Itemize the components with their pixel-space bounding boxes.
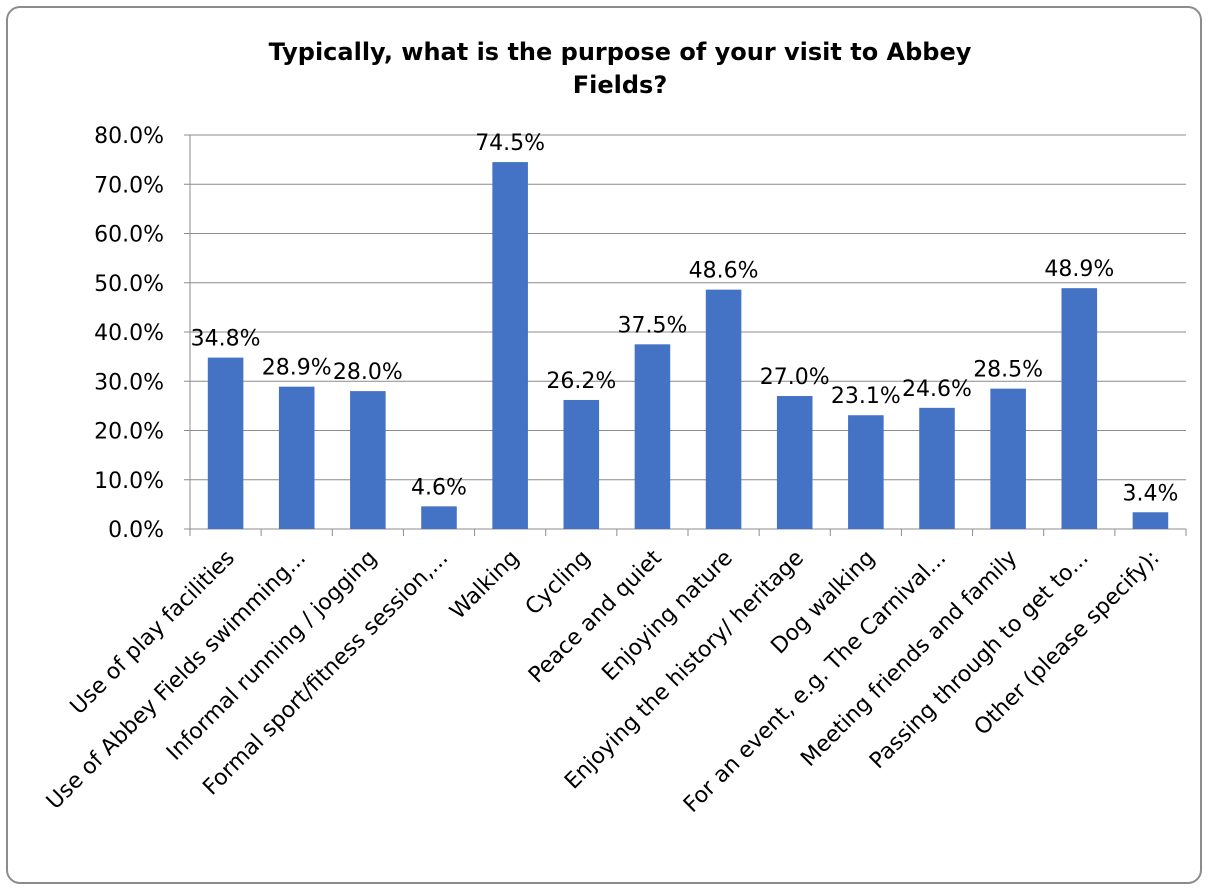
data-label: 28.9%	[262, 356, 332, 381]
gridlines	[190, 134, 1186, 481]
y-axis-tick-label: 80.0%	[94, 124, 164, 149]
bar	[634, 344, 671, 529]
y-axis-tick-label: 70.0%	[94, 173, 164, 198]
y-axis-tick-label: 20.0%	[94, 420, 164, 445]
y-axis-tick-labels: 0.0% 10.0% 20.0% 30.0% 40.0% 50.0% 60.0% 70.0% 8…	[94, 124, 164, 543]
data-label: 34.8%	[191, 327, 261, 352]
chart-title: Typically, what is the purpose of your v…	[269, 38, 972, 99]
y-axis-tick-label: 0.0%	[108, 518, 164, 543]
bar	[563, 399, 600, 529]
data-label: 24.6%	[902, 377, 972, 402]
data-label: 74.5%	[475, 131, 545, 156]
bar	[421, 506, 457, 529]
bar	[350, 391, 386, 529]
data-label: 28.5%	[973, 358, 1043, 383]
data-label: 48.6%	[689, 259, 759, 284]
bar	[848, 415, 884, 529]
bar	[1061, 288, 1098, 529]
bar	[207, 357, 244, 529]
data-label: 48.9%	[1044, 257, 1114, 282]
x-axis-category-label: Walking	[445, 546, 524, 625]
data-label: 28.0%	[333, 360, 403, 385]
data-labels: 34.8%28.9% 28.0% 4.6% 74.5% 26.2% 37.5% 48.6% 2…	[191, 131, 1179, 506]
bar	[1132, 512, 1169, 529]
x-axis-category-label: Peace and quiet	[524, 545, 667, 688]
x-axis-category-label: For an event, e.g. The Carnival...	[679, 546, 951, 818]
data-label: 23.1%	[831, 384, 901, 409]
bars	[207, 162, 1169, 529]
y-axis-tick-label: 30.0%	[94, 370, 164, 395]
data-label: 26.2%	[546, 369, 616, 394]
x-axis-category-label: Use of Abbey Fields swimming...	[42, 546, 311, 815]
data-label: 37.5%	[617, 313, 687, 338]
data-label: 27.0%	[760, 365, 830, 390]
y-axis-tick-label: 50.0%	[94, 272, 164, 297]
y-axis-tick-label: 40.0%	[94, 321, 164, 346]
data-label: 4.6%	[411, 475, 467, 500]
bar	[776, 396, 813, 529]
bar	[278, 386, 315, 529]
data-label: 3.4%	[1122, 481, 1178, 506]
bar	[492, 162, 528, 529]
y-axis-tick-label: 10.0%	[94, 469, 164, 494]
bar	[990, 388, 1026, 529]
x-axis-category-label: Enjoying nature	[597, 546, 737, 686]
bar	[705, 289, 742, 529]
bar	[919, 407, 955, 529]
chart-title-line-2: Fields?	[573, 71, 668, 99]
y-axis-tick-label: 60.0%	[94, 223, 164, 248]
chart-title-line-1: Typically, what is the purpose of your v…	[269, 38, 972, 66]
